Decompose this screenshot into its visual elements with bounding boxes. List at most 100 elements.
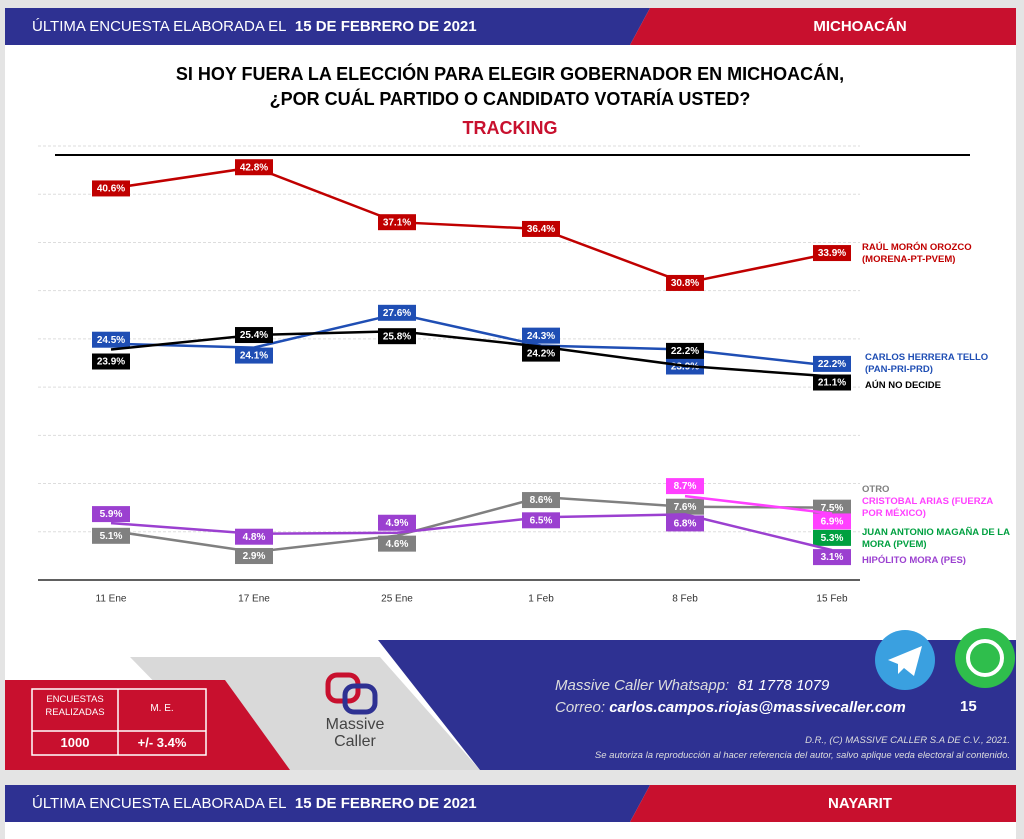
data-label-box [666, 274, 704, 291]
data-label-box [666, 515, 704, 532]
data-label: 25.4% [240, 330, 268, 341]
data-label: 21.1% [818, 378, 846, 389]
data-label-box [378, 514, 416, 531]
data-label: 7.6% [674, 502, 697, 513]
legend-entry: AÚN NO DECIDE [865, 380, 942, 391]
data-label: 33.9% [818, 248, 846, 259]
data-label: 27.6% [383, 308, 411, 319]
data-label: 3.1% [821, 552, 844, 563]
data-label: 23.9% [97, 357, 125, 368]
data-label-box [378, 304, 416, 321]
legend-entry: OTRO [862, 484, 890, 495]
whatsapp-icon[interactable] [955, 628, 1015, 688]
footer-red [5, 680, 290, 770]
logo-icon [325, 672, 378, 715]
data-label-box [92, 331, 130, 348]
series-line [684, 494, 833, 515]
email: carlos.campos.riojas@massivecaller.com [609, 699, 906, 716]
series-line [110, 312, 833, 368]
data-label-box [92, 180, 130, 197]
header-state: NAYARIT [828, 795, 892, 812]
data-label: 5.9% [100, 509, 123, 520]
data-label-box [522, 327, 560, 344]
header-prefix: ÚLTIMA ENCUESTA ELABORADA EL [32, 18, 287, 35]
footer-blue [378, 640, 1016, 770]
data-label-box [666, 478, 704, 495]
data-label: 24.5% [97, 335, 125, 346]
data-label-box [813, 529, 851, 546]
data-label: 40.6% [97, 184, 125, 195]
legend-entry: CRISTOBAL ARIAS (FUERZA POR MÉXICO) [862, 496, 993, 519]
next-header-bar [5, 785, 650, 822]
legend-entry: JUAN ANTONIO MAGAÑA DE LA MORA (PVEM) [862, 527, 1010, 550]
data-label-box [813, 374, 851, 391]
x-tick-label: 1 Feb [528, 594, 554, 605]
table-value: +/- 3.4% [137, 735, 187, 750]
data-label: 5.3% [821, 533, 844, 544]
next-header-state-bar [630, 785, 1016, 822]
data-label: 6.8% [674, 519, 697, 530]
data-label-box [813, 513, 851, 530]
legend-entry: CARLOS HERRERA TELLO (PAN-PRI-PRD) [865, 352, 989, 375]
email-label: Correo: [555, 699, 606, 716]
data-label: 4.9% [386, 518, 409, 529]
data-label: 6.5% [530, 515, 553, 526]
data-label-box [235, 548, 273, 565]
data-label: 30.8% [671, 278, 699, 289]
data-label-box [813, 355, 851, 372]
data-label: 7.5% [821, 503, 844, 514]
data-label-box [813, 245, 851, 262]
telegram-glyph [888, 646, 922, 676]
phone: 81 1778 1079 [737, 677, 830, 694]
header-prefix: ÚLTIMA ENCUESTA ELABORADA EL [32, 795, 287, 812]
data-label-box [235, 159, 273, 176]
data-label: 6.9% [821, 517, 844, 528]
data-label-box [522, 220, 560, 237]
data-label-box [235, 347, 273, 364]
data-label-box [813, 549, 851, 566]
data-label-box [235, 327, 273, 344]
chart: 11 Ene 17 Ene 25 Ene 1 Feb 8 Feb 15 Feb 40.6% 4… [38, 145, 860, 605]
series-line [110, 165, 833, 285]
data-label: 42.8% [240, 162, 268, 173]
data-label-box [666, 498, 704, 515]
data-label: 8.7% [674, 481, 697, 492]
header-date: 15 DE FEBRERO DE 2021 [294, 795, 477, 812]
legend-entry: RAÚL MORÓN OROZCO (MORENA-PT-PVEM) [862, 242, 972, 265]
logo-text: Massive Caller [325, 716, 385, 750]
data-label-box [378, 328, 416, 345]
chart-subtitle: TRACKING [462, 118, 558, 138]
data-label: 4.8% [243, 532, 266, 543]
table-header: ENCUESTAS REALIZADAS [45, 694, 105, 718]
notice: Se autoriza la reproducción al hacer ref… [594, 750, 1010, 761]
data-label: 24.2% [527, 349, 555, 360]
header: ÚLTIMA ENCUESTA ELABORADA EL 15 DE FEBRE… [32, 8, 477, 45]
header-bar [5, 8, 650, 45]
page-number: 15 [960, 698, 977, 715]
data-label: 37.1% [383, 217, 411, 228]
data-label-box [522, 492, 560, 509]
data-label-box [92, 527, 130, 544]
data-label: 2.9% [243, 551, 266, 562]
footer-email: Correo: carlos.campos.riojas@massivecall… [555, 699, 906, 716]
data-label-box [378, 535, 416, 552]
data-label-box [378, 214, 416, 231]
table-frame [31, 688, 207, 756]
table-header: M. E. [150, 703, 174, 714]
next-header: ÚLTIMA ENCUESTA ELABORADA EL 15 DE FEBRE… [32, 785, 477, 822]
rights: D.R., (C) MASSIVE CALLER S.A DE C.V., 20… [805, 735, 1010, 746]
whatsapp-glyph [966, 639, 1004, 677]
header-state-bar [630, 8, 1016, 45]
data-label: 5.1% [100, 531, 123, 542]
x-tick-label: 25 Ene [381, 594, 413, 605]
chart-title: SI HOY FUERA LA ELECCIÓN PARA ELEGIR GOB… [175, 64, 845, 109]
data-label: 22.2% [671, 346, 699, 357]
series-line [110, 329, 833, 378]
data-label-box [235, 528, 273, 545]
x-tick-label: 8 Feb [672, 594, 698, 605]
x-tick-label: 11 Ene [96, 594, 127, 605]
data-label: 25.8% [383, 331, 411, 342]
table-value: 1000 [60, 735, 90, 750]
